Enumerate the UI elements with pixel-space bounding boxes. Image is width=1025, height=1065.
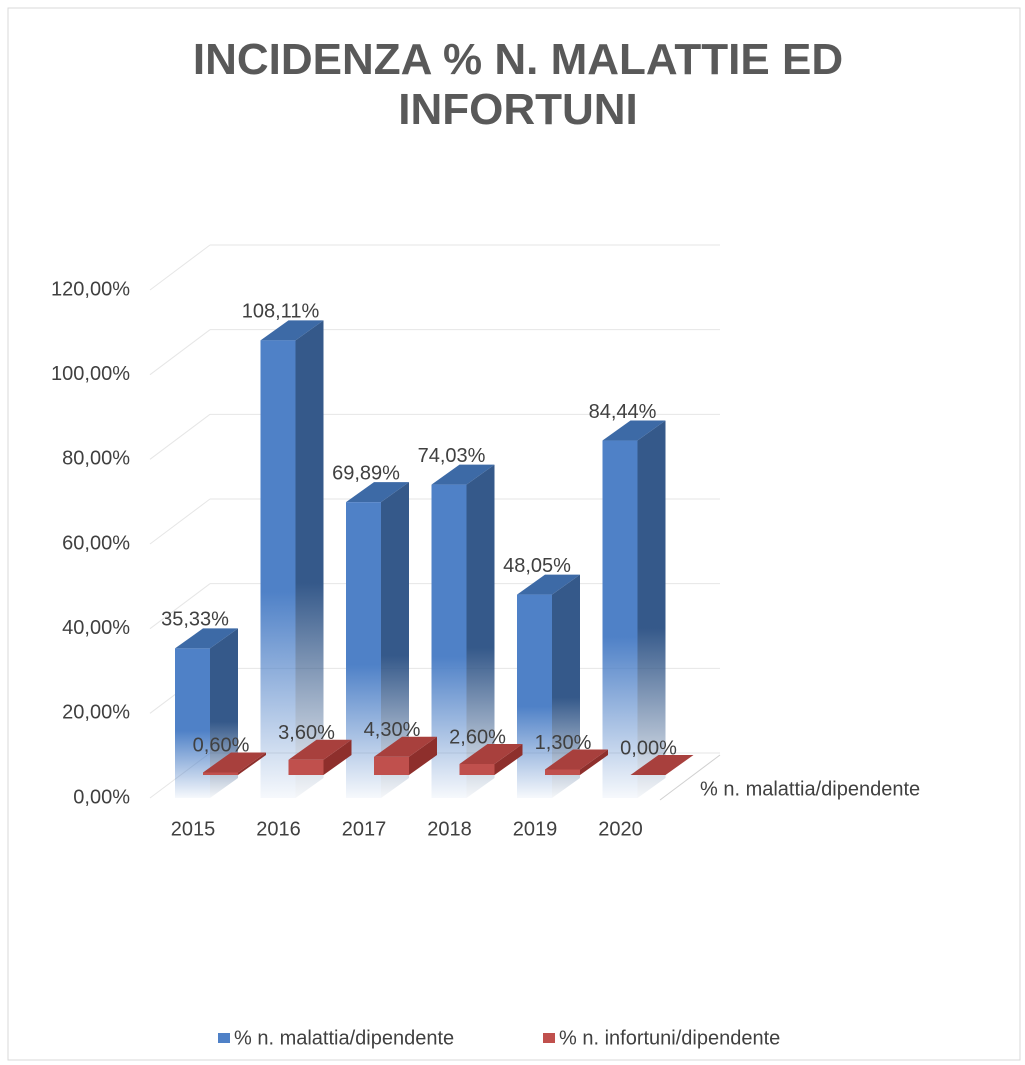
bar-top	[459, 743, 523, 764]
value-label: 0,60%	[193, 735, 250, 757]
bar	[374, 756, 409, 775]
value-label: 1,30%	[535, 732, 592, 754]
y-tick-label: 80,00%	[62, 448, 130, 470]
bar	[288, 759, 324, 775]
value-label: 3,60%	[278, 722, 335, 744]
value-label: 4,30%	[364, 719, 421, 741]
bar-side	[637, 420, 666, 798]
chart-title: INCIDENZA % N. MALATTIE ED INFORTUNI	[193, 35, 843, 134]
bar-side	[580, 749, 608, 775]
bar-top	[175, 628, 238, 649]
x-tick-label: 2015	[171, 818, 216, 840]
value-label: 35,33%	[161, 609, 229, 631]
depth-tick-label: % n. malattia/dipendente	[700, 778, 920, 800]
x-tick-label: 2019	[513, 818, 558, 840]
bar	[517, 594, 552, 798]
bar	[203, 772, 238, 775]
bar-side	[381, 482, 409, 798]
bar-top	[431, 464, 495, 485]
y-tick-label: 40,00%	[62, 617, 130, 639]
bar-side	[323, 739, 352, 775]
bar-side	[409, 736, 437, 775]
legend-swatch	[543, 1033, 555, 1043]
value-label: 0,00%	[620, 737, 677, 759]
legend-label: % n. malattia/dipendente	[234, 1027, 454, 1049]
legend-label: % n. infortuni/dipendente	[559, 1027, 780, 1049]
y-tick-label: 20,00%	[62, 702, 130, 724]
grid-line	[149, 583, 211, 630]
grid-line	[149, 413, 211, 460]
bar	[459, 763, 495, 775]
bar-top	[630, 755, 694, 775]
bar	[602, 440, 638, 798]
grid-line	[149, 498, 211, 545]
value-label: 48,05%	[503, 555, 571, 577]
value-label: 108,11%	[242, 301, 320, 323]
grid-line	[149, 329, 211, 376]
grid-line	[149, 244, 211, 291]
bar-top	[374, 736, 437, 757]
y-tick-label: 100,00%	[51, 363, 130, 385]
bar	[545, 769, 580, 775]
bar-top	[260, 320, 324, 341]
legend-swatch	[218, 1033, 230, 1043]
x-tick-label: 2017	[342, 818, 387, 840]
y-tick-label: 120,00%	[51, 278, 130, 300]
bar-side	[552, 574, 580, 798]
x-tick-label: 2018	[427, 818, 472, 840]
value-label: 69,89%	[332, 462, 400, 484]
bar-top	[203, 752, 266, 773]
bar	[431, 484, 467, 798]
bar-side	[466, 464, 495, 798]
y-tick-label: 60,00%	[62, 532, 130, 554]
chart-border	[7, 7, 1021, 1061]
bar-top	[346, 482, 409, 503]
value-label: 84,44%	[589, 401, 657, 423]
bar-top	[602, 420, 666, 441]
bar-top	[545, 749, 608, 770]
bar-side	[295, 320, 324, 798]
x-tick-label: 2020	[598, 818, 643, 840]
value-label: 2,60%	[449, 726, 506, 748]
bar	[260, 340, 296, 798]
depth-axis	[659, 754, 721, 801]
x-tick-label: 2016	[256, 818, 301, 840]
bar-side	[238, 752, 266, 775]
value-label: 74,03%	[418, 445, 486, 467]
y-tick-label: 0,00%	[73, 786, 130, 808]
bar-top	[517, 574, 580, 595]
bar-side	[494, 743, 523, 775]
bar	[346, 502, 381, 798]
bar-top	[288, 739, 352, 760]
bar	[175, 648, 210, 798]
